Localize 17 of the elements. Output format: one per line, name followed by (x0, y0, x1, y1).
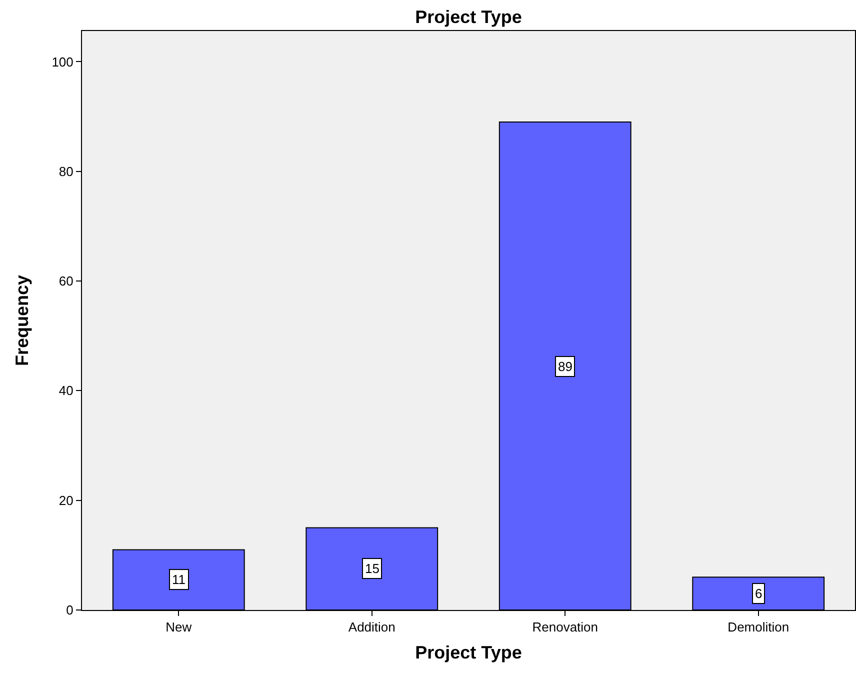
y-tick-label: 100 (52, 54, 74, 70)
data-label: 11 (172, 572, 186, 587)
x-axis-title: Project Type (415, 642, 522, 663)
x-tick-label: Demolition (728, 620, 790, 635)
y-tick-label: 0 (66, 602, 74, 618)
y-tick-label: 60 (58, 274, 74, 289)
y-tick-label: 20 (58, 492, 74, 508)
y-axis-title: Frequency (12, 274, 32, 366)
x-tick-label: Addition (348, 620, 396, 635)
chart-title: Project Type (415, 6, 522, 27)
data-label: 89 (558, 359, 572, 374)
x-tick-label: New (166, 620, 192, 635)
y-tick-label: 80 (58, 164, 74, 179)
data-label: 15 (365, 561, 380, 576)
x-tick-label: Renovation (532, 620, 598, 635)
data-label: 6 (755, 586, 762, 601)
y-tick-label: 40 (58, 383, 74, 398)
